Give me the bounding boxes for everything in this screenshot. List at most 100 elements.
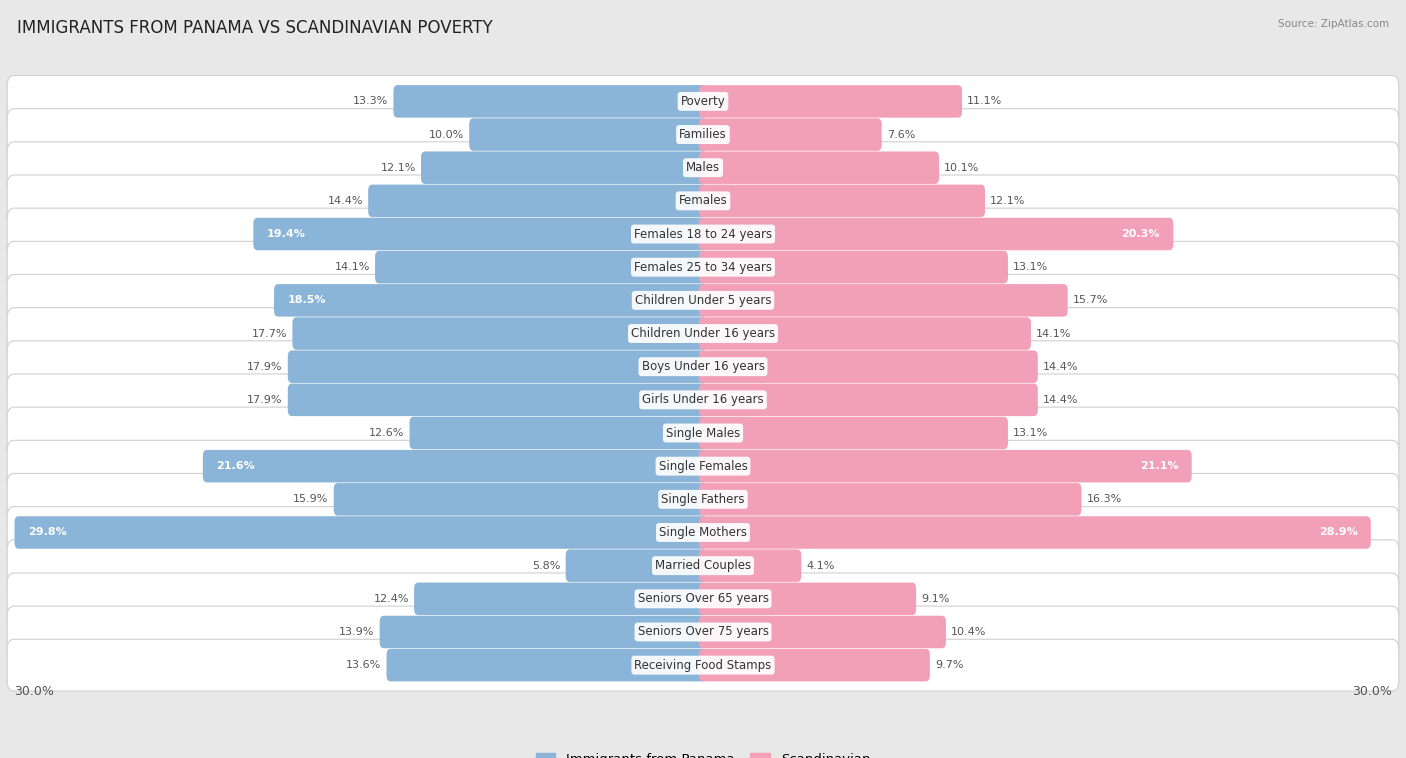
FancyBboxPatch shape <box>420 152 707 184</box>
Text: Females: Females <box>679 194 727 208</box>
Text: 14.1%: 14.1% <box>1036 328 1071 339</box>
Text: Single Fathers: Single Fathers <box>661 493 745 506</box>
Text: Single Females: Single Females <box>658 459 748 473</box>
FancyBboxPatch shape <box>7 274 1399 326</box>
FancyBboxPatch shape <box>7 606 1399 658</box>
Text: 28.9%: 28.9% <box>1319 528 1358 537</box>
FancyBboxPatch shape <box>699 417 1008 449</box>
Text: Females 25 to 34 years: Females 25 to 34 years <box>634 261 772 274</box>
Text: 15.9%: 15.9% <box>294 494 329 504</box>
Text: 12.4%: 12.4% <box>374 594 409 604</box>
FancyBboxPatch shape <box>7 308 1399 359</box>
Text: 17.9%: 17.9% <box>247 395 283 405</box>
FancyBboxPatch shape <box>415 583 707 615</box>
Text: 17.9%: 17.9% <box>247 362 283 371</box>
FancyBboxPatch shape <box>470 118 707 151</box>
Text: Girls Under 16 years: Girls Under 16 years <box>643 393 763 406</box>
FancyBboxPatch shape <box>699 185 986 217</box>
FancyBboxPatch shape <box>7 208 1399 260</box>
Text: Females 18 to 24 years: Females 18 to 24 years <box>634 227 772 240</box>
FancyBboxPatch shape <box>7 440 1399 492</box>
Text: 21.1%: 21.1% <box>1140 461 1178 471</box>
FancyBboxPatch shape <box>14 516 707 549</box>
FancyBboxPatch shape <box>333 483 707 515</box>
FancyBboxPatch shape <box>7 374 1399 426</box>
Text: 7.6%: 7.6% <box>887 130 915 139</box>
Text: 5.8%: 5.8% <box>533 561 561 571</box>
FancyBboxPatch shape <box>699 318 1031 349</box>
FancyBboxPatch shape <box>699 118 882 151</box>
FancyBboxPatch shape <box>7 474 1399 525</box>
Text: 13.6%: 13.6% <box>346 660 381 670</box>
Text: 13.1%: 13.1% <box>1012 428 1049 438</box>
FancyBboxPatch shape <box>699 218 1174 250</box>
Text: Seniors Over 75 years: Seniors Over 75 years <box>637 625 769 638</box>
Text: Families: Families <box>679 128 727 141</box>
FancyBboxPatch shape <box>7 407 1399 459</box>
Text: Children Under 5 years: Children Under 5 years <box>634 294 772 307</box>
FancyBboxPatch shape <box>7 506 1399 559</box>
Text: 14.4%: 14.4% <box>1043 395 1078 405</box>
FancyBboxPatch shape <box>699 649 929 681</box>
FancyBboxPatch shape <box>368 185 707 217</box>
Text: Boys Under 16 years: Boys Under 16 years <box>641 360 765 373</box>
FancyBboxPatch shape <box>288 384 707 416</box>
FancyBboxPatch shape <box>699 516 1371 549</box>
FancyBboxPatch shape <box>292 318 707 349</box>
FancyBboxPatch shape <box>699 284 1067 317</box>
Text: 13.3%: 13.3% <box>353 96 388 106</box>
Text: Married Couples: Married Couples <box>655 559 751 572</box>
Text: 4.1%: 4.1% <box>807 561 835 571</box>
Text: 10.4%: 10.4% <box>950 627 987 637</box>
FancyBboxPatch shape <box>394 85 707 117</box>
Text: 29.8%: 29.8% <box>28 528 66 537</box>
Text: 19.4%: 19.4% <box>267 229 305 239</box>
Text: 20.3%: 20.3% <box>1122 229 1160 239</box>
FancyBboxPatch shape <box>7 639 1399 691</box>
FancyBboxPatch shape <box>699 251 1008 283</box>
Text: 15.7%: 15.7% <box>1073 296 1108 305</box>
FancyBboxPatch shape <box>7 175 1399 227</box>
Text: Seniors Over 65 years: Seniors Over 65 years <box>637 592 769 606</box>
FancyBboxPatch shape <box>7 241 1399 293</box>
Legend: Immigrants from Panama, Scandinavian: Immigrants from Panama, Scandinavian <box>530 747 876 758</box>
FancyBboxPatch shape <box>699 384 1038 416</box>
Text: IMMIGRANTS FROM PANAMA VS SCANDINAVIAN POVERTY: IMMIGRANTS FROM PANAMA VS SCANDINAVIAN P… <box>17 19 492 37</box>
FancyBboxPatch shape <box>699 615 946 648</box>
FancyBboxPatch shape <box>288 350 707 383</box>
Text: 13.1%: 13.1% <box>1012 262 1049 272</box>
Text: Poverty: Poverty <box>681 95 725 108</box>
FancyBboxPatch shape <box>7 540 1399 591</box>
Text: Males: Males <box>686 161 720 174</box>
Text: 12.1%: 12.1% <box>990 196 1025 206</box>
Text: 30.0%: 30.0% <box>1353 684 1392 697</box>
FancyBboxPatch shape <box>7 573 1399 625</box>
FancyBboxPatch shape <box>7 142 1399 193</box>
FancyBboxPatch shape <box>409 417 707 449</box>
Text: 9.1%: 9.1% <box>921 594 949 604</box>
Text: 12.1%: 12.1% <box>381 163 416 173</box>
FancyBboxPatch shape <box>375 251 707 283</box>
Text: 18.5%: 18.5% <box>287 296 326 305</box>
Text: 10.1%: 10.1% <box>945 163 980 173</box>
Text: 30.0%: 30.0% <box>14 684 53 697</box>
Text: Children Under 16 years: Children Under 16 years <box>631 327 775 340</box>
Text: 9.7%: 9.7% <box>935 660 963 670</box>
Text: 17.7%: 17.7% <box>252 328 287 339</box>
FancyBboxPatch shape <box>699 583 917 615</box>
Text: Single Mothers: Single Mothers <box>659 526 747 539</box>
Text: Source: ZipAtlas.com: Source: ZipAtlas.com <box>1278 19 1389 29</box>
Text: Single Males: Single Males <box>666 427 740 440</box>
FancyBboxPatch shape <box>7 76 1399 127</box>
Text: Receiving Food Stamps: Receiving Food Stamps <box>634 659 772 672</box>
FancyBboxPatch shape <box>202 450 707 482</box>
FancyBboxPatch shape <box>699 85 962 117</box>
FancyBboxPatch shape <box>699 550 801 582</box>
FancyBboxPatch shape <box>565 550 707 582</box>
Text: 14.4%: 14.4% <box>328 196 363 206</box>
Text: 13.9%: 13.9% <box>339 627 374 637</box>
FancyBboxPatch shape <box>7 108 1399 161</box>
FancyBboxPatch shape <box>274 284 707 317</box>
FancyBboxPatch shape <box>699 350 1038 383</box>
FancyBboxPatch shape <box>7 341 1399 393</box>
